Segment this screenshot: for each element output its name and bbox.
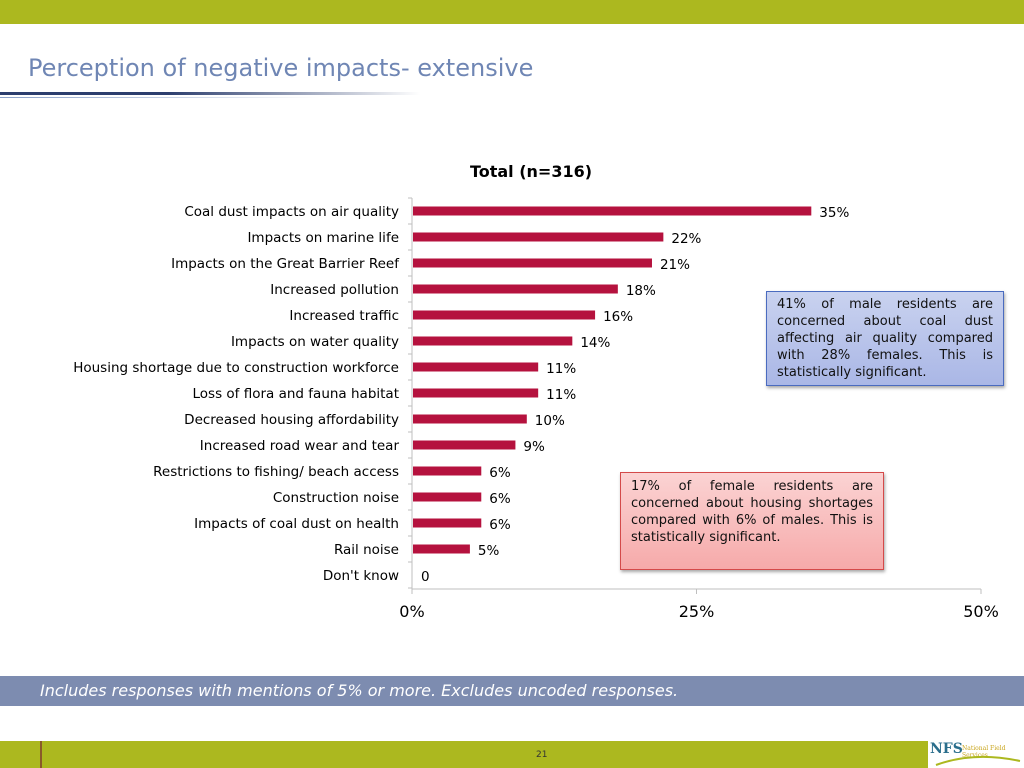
data-label: 18% <box>626 283 656 299</box>
category-label: Coal dust impacts on air quality <box>184 204 399 220</box>
bar-chart: Total (n=316) 0% 25% 50% Coal dust impacts o… <box>73 162 999 621</box>
bar <box>413 336 573 346</box>
male-callout-text: 41% of male residents are concerned abou… <box>777 297 993 380</box>
decorative-line <box>40 741 42 768</box>
category-label: Impacts on marine life <box>247 230 399 246</box>
bar <box>413 440 516 450</box>
page-number: 21 <box>536 750 548 760</box>
female-callout: 17% of female residents are concerned ab… <box>620 472 884 570</box>
category-label: Don't know <box>323 568 399 584</box>
category-label: Impacts on water quality <box>231 334 399 350</box>
data-label: 9% <box>523 439 545 455</box>
page-title: Perception of negative impacts- extensiv… <box>28 54 534 82</box>
bar <box>413 284 618 294</box>
data-label: 21% <box>660 257 690 273</box>
male-callout: 41% of male residents are concerned abou… <box>766 291 1004 386</box>
category-label: Housing shortage due to construction wor… <box>73 360 399 376</box>
data-label: 11% <box>546 387 576 403</box>
bar <box>413 206 812 216</box>
bar <box>413 362 539 372</box>
top-accent-bar <box>0 0 1024 24</box>
data-label: 22% <box>671 231 701 247</box>
category-label: Increased road wear and tear <box>200 438 400 454</box>
female-callout-text: 17% of female residents are concerned ab… <box>631 479 873 545</box>
company-logo: NFS National Field Services <box>928 741 1024 768</box>
footnote-band: Includes responses with mentions of 5% o… <box>0 676 1024 706</box>
data-label: 10% <box>535 413 565 429</box>
data-label: 5% <box>478 543 500 559</box>
title-underline-secondary <box>0 97 320 98</box>
bar <box>413 388 539 398</box>
category-label: Increased pollution <box>270 282 399 298</box>
data-label: 16% <box>603 309 633 325</box>
bottom-accent-bar <box>0 741 1024 768</box>
bar <box>413 544 470 554</box>
bar <box>413 414 527 424</box>
category-label: Restrictions to fishing/ beach access <box>153 464 399 480</box>
logo-swoosh-icon <box>935 755 1021 766</box>
data-label: 0 <box>421 569 430 585</box>
bar <box>413 258 652 268</box>
logo-subtext: National Field Services <box>962 745 1006 759</box>
chart-title: Total (n=316) <box>470 162 592 181</box>
category-label: Rail noise <box>334 542 399 558</box>
data-label: 11% <box>546 361 576 377</box>
bar <box>413 232 664 242</box>
x-tick-label: 0% <box>399 602 424 621</box>
bar <box>413 518 482 528</box>
data-label: 6% <box>489 517 511 533</box>
data-label: 6% <box>489 465 511 481</box>
category-label: Impacts of coal dust on health <box>194 516 399 532</box>
bar <box>413 492 482 502</box>
data-label: 6% <box>489 491 511 507</box>
title-underline <box>0 92 420 95</box>
category-label: Impacts on the Great Barrier Reef <box>171 256 400 272</box>
data-label: 14% <box>580 335 610 351</box>
x-tick-label: 25% <box>679 602 715 621</box>
category-label: Loss of flora and fauna habitat <box>193 386 399 402</box>
bar <box>413 466 482 476</box>
footnote-text: Includes responses with mentions of 5% o… <box>40 681 679 700</box>
category-label: Decreased housing affordability <box>184 412 399 428</box>
logo-text: NFS <box>930 741 963 757</box>
category-label: Construction noise <box>273 490 399 506</box>
data-label: 35% <box>819 205 849 221</box>
x-tick-label: 50% <box>963 602 999 621</box>
category-label: Increased traffic <box>289 308 399 324</box>
bar <box>413 310 596 320</box>
